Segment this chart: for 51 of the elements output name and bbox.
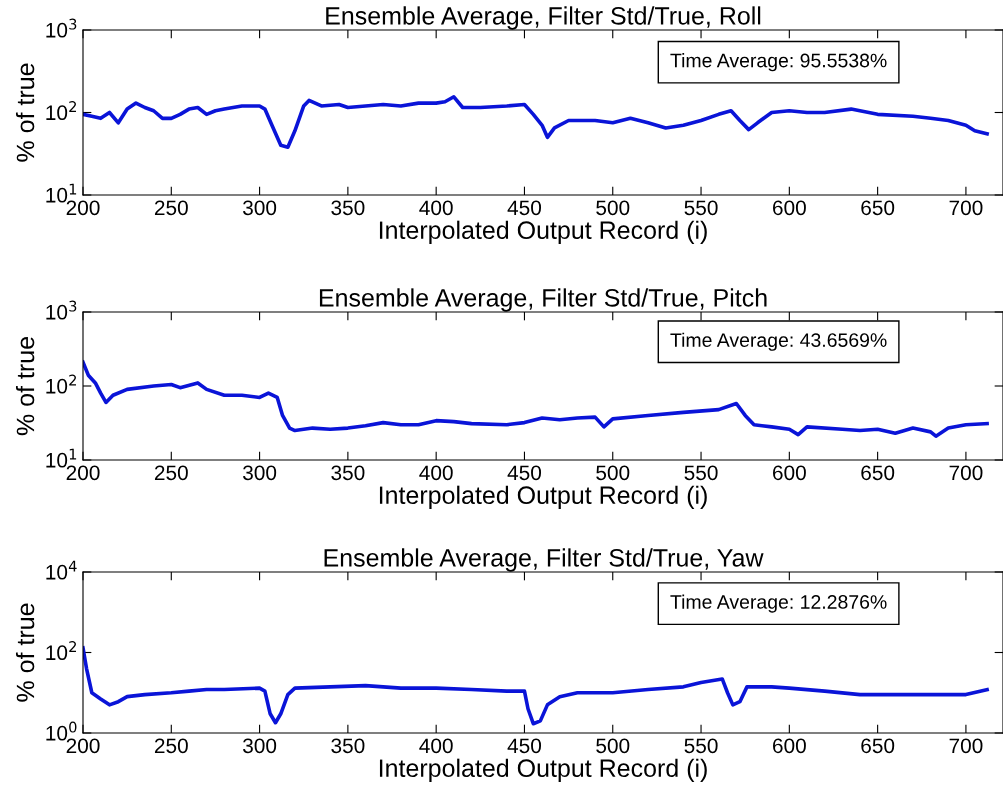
x-tick-label: 300	[243, 200, 277, 216]
x-tick-label: 450	[507, 200, 542, 216]
annotation: Time Average: 43.6569%	[670, 332, 887, 351]
chart-title: Ensemble Average, Filter Std/True, Yaw	[324, 548, 764, 572]
x-tick-label: 600	[773, 465, 806, 481]
x-tick-label: 550	[684, 738, 718, 754]
x-tick-label: 500	[596, 738, 630, 754]
y-tick-label: 10$^{2}$	[46, 374, 76, 394]
x-tick-label: 250	[154, 738, 188, 754]
x-tick-label: 350	[331, 200, 365, 216]
x-tick-label: 350	[331, 738, 365, 754]
y-tick-label: 10$^{3}$	[46, 300, 77, 320]
x-tick-label: 300	[243, 738, 277, 754]
y-tick-label: 10$^{3}$	[46, 18, 77, 38]
x-tick-label: 550	[684, 200, 718, 216]
chart-title: Ensemble Average, Filter Std/True, Pitch	[319, 288, 767, 312]
x-tick-label: 650	[861, 738, 895, 754]
x-tick-label: 400	[419, 465, 453, 481]
x-tick-label: 250	[154, 200, 188, 216]
x-tick-label: 500	[596, 465, 630, 481]
x-tick-label: 500	[596, 200, 630, 216]
annotation: Time Average: 95.5538%	[670, 53, 887, 72]
chart-title: Ensemble Average, Filter Std/True, Roll	[326, 6, 761, 30]
x-tick-label: 450	[507, 465, 542, 481]
x-tick-label: 700	[949, 738, 983, 754]
x-tick-label: 350	[331, 465, 365, 481]
x-tick-label: 700	[949, 465, 983, 481]
y-axis-title: % of true	[15, 337, 35, 436]
x-tick-label: 250	[154, 465, 188, 481]
x-tick-label: 400	[419, 200, 453, 216]
line-series	[83, 646, 989, 726]
x-tick-label: 600	[773, 738, 806, 754]
x-axis-title: Interpolated Output Record (i)	[379, 758, 707, 782]
x-tick-label: 650	[861, 465, 895, 481]
y-axis-title: % of true	[15, 603, 35, 702]
annotation: Time Average: 12.2876%	[670, 594, 887, 613]
line-series	[83, 94, 989, 149]
x-tick-label: 700	[949, 200, 983, 216]
y-tick-label: 10$^{4}$	[46, 560, 77, 580]
x-tick-label: 550	[684, 465, 718, 481]
y-tick-label: 10$^{2}$	[46, 101, 76, 121]
y-tick-label: 10$^{2}$	[46, 641, 76, 661]
y-axis-title: % of true	[15, 63, 35, 162]
x-axis-title: Interpolated Output Record (i)	[379, 220, 707, 244]
x-tick-label: 650	[861, 200, 895, 216]
x-tick-label: 400	[419, 738, 453, 754]
x-axis-title: Interpolated Output Record (i)	[379, 485, 707, 509]
line-series	[83, 360, 989, 438]
x-tick-label: 300	[243, 465, 277, 481]
x-tick-label: 600	[773, 200, 806, 216]
x-tick-label: 450	[507, 738, 542, 754]
